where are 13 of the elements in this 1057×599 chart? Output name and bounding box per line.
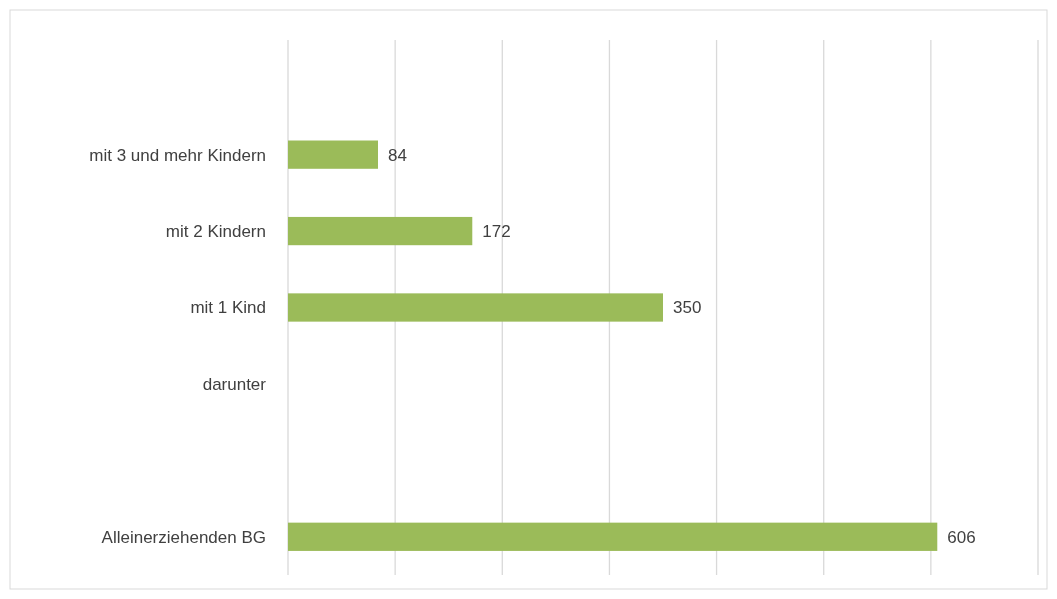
data-label: 172 — [482, 222, 511, 242]
y-tick-label: mit 2 Kindern — [165, 222, 266, 242]
y-tick-label: darunter — [202, 374, 267, 394]
data-label: 350 — [673, 298, 702, 318]
data-label: 606 — [947, 527, 976, 547]
bar — [288, 140, 378, 169]
y-tick-label: mit 1 Kind — [190, 298, 266, 318]
y-tick-label: Alleinerziehenden BG — [101, 527, 266, 547]
data-label: 84 — [388, 145, 407, 165]
y-tick-label: mit 3 und mehr Kindern — [89, 145, 266, 165]
bar — [288, 216, 473, 246]
bar — [288, 293, 663, 322]
bar — [288, 522, 938, 551]
